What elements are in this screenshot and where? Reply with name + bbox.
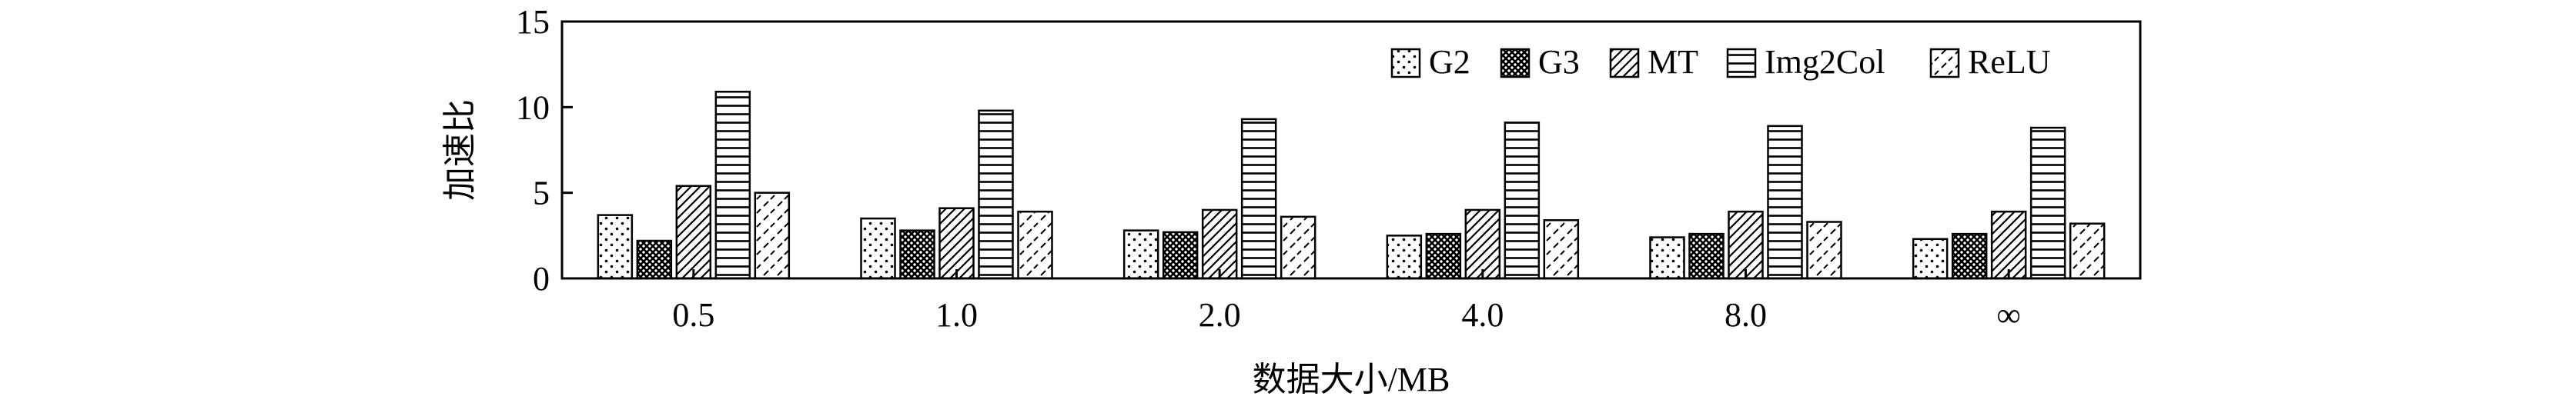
- y-tick-label: 0: [533, 260, 550, 298]
- bar-relu-3: [1543, 219, 1580, 280]
- legend-label-g3: G3: [1538, 43, 1580, 81]
- bar-mt-0: [675, 185, 712, 280]
- bar-img2col-1: [978, 109, 1014, 280]
- x-tick-label: 1.0: [935, 296, 978, 334]
- y-axis-label: 加速比: [441, 99, 479, 201]
- plot-area: [597, 91, 2106, 280]
- x-tick-label: 0.5: [672, 296, 714, 334]
- legend-label-g2: G2: [1429, 43, 1470, 81]
- bar-relu-5: [2069, 222, 2106, 280]
- x-tick-label: ∞: [1996, 296, 2020, 334]
- bar-mt-3: [1464, 208, 1501, 280]
- bar-mt-4: [1728, 210, 1764, 280]
- legend: G2 G3 MT Img2Col ReLU: [1390, 43, 2051, 81]
- bar-mt-2: [1201, 208, 1238, 280]
- bar-img2col-4: [1767, 125, 1803, 280]
- bar-g3-5: [1951, 232, 1988, 280]
- x-axis-ticks: 0.5 1.0 2.0 4.0 8.0 ∞: [672, 269, 2021, 334]
- bar-g2-0: [597, 214, 634, 280]
- x-tick-label: 8.0: [1725, 296, 1767, 334]
- legend-swatch-g2: [1390, 48, 1421, 78]
- legend-label-mt: MT: [1648, 43, 1698, 81]
- bar-g3-0: [636, 239, 673, 280]
- legend-swatch-img2col: [1726, 48, 1757, 78]
- plot-frame: [560, 20, 2142, 280]
- y-tick-label: 15: [516, 3, 550, 41]
- legend-swatch-mt: [1609, 48, 1640, 78]
- bar-g2-3: [1386, 235, 1423, 280]
- bar-g3-2: [1162, 231, 1199, 280]
- y-tick-label: 5: [533, 175, 550, 212]
- bar-relu-2: [1280, 215, 1316, 280]
- x-tick-label: 4.0: [1461, 296, 1504, 334]
- x-tick-label: 2.0: [1199, 296, 1241, 334]
- bar-img2col-0: [714, 91, 751, 280]
- y-axis-ticks: 0 5 10 15: [516, 3, 573, 298]
- bar-g3-3: [1425, 232, 1462, 280]
- bar-relu-4: [1806, 221, 1842, 280]
- bar-img2col-2: [1240, 118, 1277, 280]
- bar-g2-1: [860, 217, 896, 280]
- bar-img2col-3: [1504, 122, 1541, 280]
- bar-g2-4: [1649, 236, 1685, 280]
- bar-g3-4: [1688, 232, 1725, 280]
- bar-relu-1: [1017, 210, 1053, 280]
- bar-img2col-5: [2029, 126, 2066, 280]
- x-axis-label: 数据大小/MB: [1253, 361, 1450, 398]
- bar-g2-2: [1122, 229, 1159, 280]
- y-tick-label: 10: [516, 88, 550, 126]
- bar-g3-1: [899, 229, 935, 280]
- bar-mt-5: [1990, 210, 2027, 280]
- bar-relu-0: [754, 192, 791, 280]
- legend-label-relu: ReLU: [1968, 43, 2051, 81]
- legend-swatch-relu: [1929, 48, 1960, 78]
- legend-swatch-g3: [1500, 48, 1531, 78]
- legend-label-img2col: Img2Col: [1765, 43, 1885, 81]
- bar-mt-1: [938, 207, 975, 280]
- bar-g2-5: [1912, 238, 1949, 280]
